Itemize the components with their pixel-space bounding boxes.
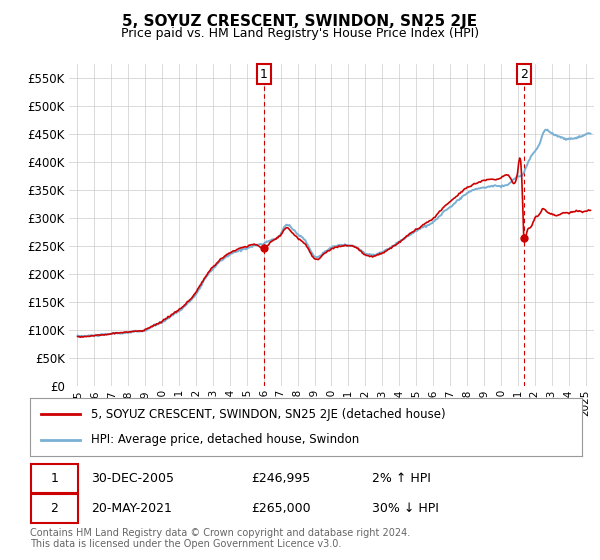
Text: £246,995: £246,995 xyxy=(251,472,310,485)
Text: 2% ↑ HPI: 2% ↑ HPI xyxy=(372,472,431,485)
Text: 1: 1 xyxy=(50,472,58,485)
FancyBboxPatch shape xyxy=(31,464,78,493)
Text: Contains HM Land Registry data © Crown copyright and database right 2024.
This d: Contains HM Land Registry data © Crown c… xyxy=(30,528,410,549)
Text: 1: 1 xyxy=(260,68,268,81)
Text: 5, SOYUZ CRESCENT, SWINDON, SN25 2JE: 5, SOYUZ CRESCENT, SWINDON, SN25 2JE xyxy=(122,14,478,29)
Text: 30% ↓ HPI: 30% ↓ HPI xyxy=(372,502,439,515)
Text: 2: 2 xyxy=(520,68,528,81)
Text: HPI: Average price, detached house, Swindon: HPI: Average price, detached house, Swin… xyxy=(91,433,359,446)
Text: £265,000: £265,000 xyxy=(251,502,310,515)
Text: 20-MAY-2021: 20-MAY-2021 xyxy=(91,502,172,515)
FancyBboxPatch shape xyxy=(31,494,78,523)
Text: 2: 2 xyxy=(50,502,58,515)
Text: 30-DEC-2005: 30-DEC-2005 xyxy=(91,472,174,485)
Text: 5, SOYUZ CRESCENT, SWINDON, SN25 2JE (detached house): 5, SOYUZ CRESCENT, SWINDON, SN25 2JE (de… xyxy=(91,408,445,421)
Text: Price paid vs. HM Land Registry's House Price Index (HPI): Price paid vs. HM Land Registry's House … xyxy=(121,27,479,40)
